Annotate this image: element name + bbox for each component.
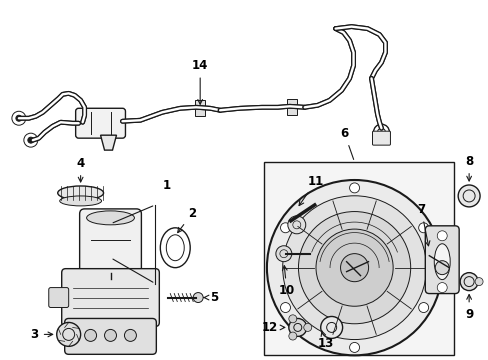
Circle shape: [418, 302, 428, 312]
Circle shape: [275, 246, 291, 262]
FancyBboxPatch shape: [425, 226, 458, 293]
Circle shape: [315, 229, 392, 306]
Text: 12: 12: [261, 321, 284, 334]
Bar: [195, 100, 205, 116]
Text: 7: 7: [416, 203, 429, 246]
Circle shape: [436, 283, 447, 293]
Circle shape: [436, 231, 447, 241]
FancyBboxPatch shape: [80, 209, 141, 287]
Text: 1: 1: [162, 179, 170, 192]
Circle shape: [303, 323, 311, 332]
Circle shape: [28, 137, 34, 143]
Circle shape: [418, 223, 428, 233]
Ellipse shape: [193, 293, 203, 302]
Text: 5: 5: [203, 291, 218, 304]
Text: 6: 6: [340, 127, 353, 159]
Circle shape: [288, 319, 306, 336]
Circle shape: [280, 223, 290, 233]
Circle shape: [349, 342, 359, 352]
Circle shape: [434, 261, 448, 275]
FancyBboxPatch shape: [76, 108, 125, 138]
Circle shape: [16, 115, 22, 121]
FancyBboxPatch shape: [61, 269, 159, 327]
Circle shape: [340, 254, 368, 282]
Ellipse shape: [60, 196, 102, 206]
Text: 8: 8: [464, 155, 472, 181]
Text: 13: 13: [317, 331, 333, 350]
Text: 14: 14: [192, 59, 208, 104]
Circle shape: [124, 329, 136, 341]
Bar: [286, 99, 296, 115]
FancyBboxPatch shape: [372, 131, 389, 145]
FancyBboxPatch shape: [64, 319, 156, 354]
Circle shape: [298, 212, 410, 324]
Circle shape: [57, 323, 81, 346]
Circle shape: [280, 302, 290, 312]
Circle shape: [287, 216, 305, 234]
Circle shape: [459, 273, 477, 291]
Text: 3: 3: [31, 328, 53, 341]
Circle shape: [349, 183, 359, 193]
Circle shape: [288, 315, 296, 323]
Circle shape: [282, 196, 426, 339]
Text: 4: 4: [76, 157, 84, 182]
Ellipse shape: [58, 186, 103, 200]
Text: 2: 2: [177, 207, 196, 233]
Circle shape: [474, 278, 482, 285]
Ellipse shape: [86, 211, 134, 225]
Circle shape: [84, 329, 96, 341]
Text: 11: 11: [299, 175, 323, 206]
Ellipse shape: [433, 244, 449, 280]
Polygon shape: [101, 135, 116, 150]
Circle shape: [320, 316, 342, 338]
Bar: [264, 162, 453, 355]
Circle shape: [457, 185, 479, 207]
Text: 10: 10: [278, 266, 294, 297]
Text: 9: 9: [464, 294, 472, 320]
Circle shape: [288, 332, 296, 340]
Circle shape: [104, 329, 116, 341]
Circle shape: [266, 180, 441, 355]
FancyBboxPatch shape: [49, 288, 68, 307]
